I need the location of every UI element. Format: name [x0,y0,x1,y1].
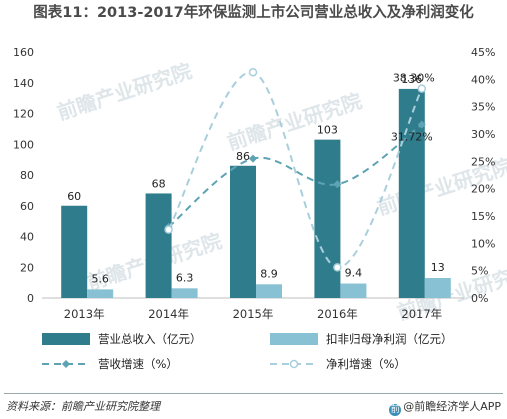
brand-label: @前瞻经济学人APP [403,400,501,413]
revenue-bar-label: 136 [401,73,422,86]
y-left-tick-label: 60 [20,200,34,213]
y-left-tick-label: 40 [20,231,34,244]
y-left-tick-label: 100 [13,138,34,151]
y-right-tick-label: 20% [471,183,495,196]
profit-bar-label: 8.9 [260,267,278,280]
y-left-tick-label: 80 [20,169,34,182]
profit-bar-label: 13 [431,261,445,274]
revenue-bar [61,205,88,298]
x-tick-label: 2016年 [317,307,358,321]
watermark-text: 前瞻产业研究院 [224,89,365,155]
profit-growth-point [333,263,342,272]
y-right-tick-label: 5% [471,265,488,278]
profit-bar [87,289,114,298]
chart-title: 图表11：2013-2017年环保监测上市公司营业总收入及净利润变化 [33,5,474,21]
x-tick-label: 2017年 [401,307,442,321]
revenue-bar-label: 103 [317,124,338,137]
revenue-bar [230,165,256,298]
y-right-tick-label: 15% [471,210,495,223]
y-right-tick-label: 10% [471,237,495,250]
legend-marker [62,360,70,368]
footer-divider [4,393,503,394]
profit-bar-label: 5.6 [91,272,109,285]
y-left-tick-label: 140 [13,77,34,90]
x-tick-label: 2015年 [233,307,274,321]
legend-label: 扣非归母净利润（亿元） [326,332,453,346]
legend-label: 营业总收入（亿元） [98,332,202,346]
y-right-tick-label: 25% [471,155,495,168]
legend-swatch [270,333,318,345]
y-left-tick-label: 0 [27,292,34,305]
profit-growth-point [417,84,427,93]
revenue-growth-point [249,154,257,163]
revenue-growth-point [333,180,342,189]
profit-bar [171,288,198,298]
y-right-tick-label: 40% [471,73,495,86]
revenue-growth-label: 31.72% [391,131,433,144]
revenue-growth-point [417,120,426,129]
brand-logo-icon: 前 [389,404,402,416]
profit-growth-line [167,71,423,269]
watermark-text: 前瞻产业研究院 [54,59,195,125]
revenue-bar-label: 68 [152,177,166,190]
revenue-bar-label: 86 [236,150,250,163]
profit-bar [256,284,282,298]
profit-bar [340,283,367,298]
legend-marker [289,359,299,369]
y-left-tick-label: 20 [20,261,34,274]
y-right-tick-label: 0% [471,292,488,305]
revenue-growth-line [167,123,423,228]
revenue-bar [398,88,425,299]
y-right-tick-label: 30% [471,128,495,141]
revenue-bar-label: 60 [67,190,81,203]
x-tick-label: 2013年 [64,307,105,321]
y-left-tick-label: 160 [13,46,34,59]
legend-label: 净利增速（%） [326,357,406,371]
profit-bar-label: 6.3 [176,271,194,284]
profit-growth-point [248,67,258,77]
revenue-bar [145,193,172,298]
profit-growth-point [164,225,173,234]
legend-swatch [42,333,90,345]
source-note: 资料来源：前瞻产业研究院整理 [6,400,160,413]
y-right-tick-label: 45% [471,46,495,59]
revenue-bar [314,139,341,298]
legend-label: 营收增速（%） [98,357,178,371]
y-right-tick-label: 35% [471,101,495,114]
brand-credit: 前 @前瞻经济学人APP [389,398,501,416]
y-left-tick-label: 120 [13,108,34,121]
profit-bar-label: 9.4 [345,267,363,280]
profit-bar [424,278,451,298]
profit-growth-label: 38.30% [393,72,435,85]
x-tick-label: 2014年 [148,307,189,321]
